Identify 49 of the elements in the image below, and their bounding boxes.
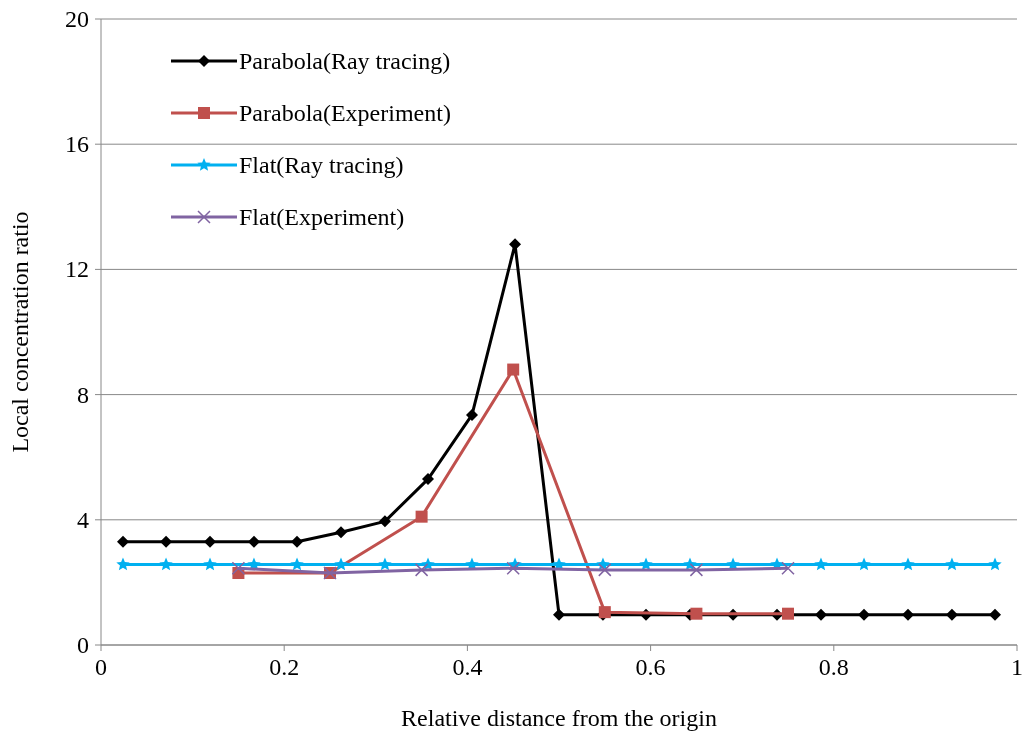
x-axis-title: Relative distance from the origin bbox=[401, 705, 717, 731]
point bbox=[116, 535, 129, 548]
point bbox=[414, 563, 429, 577]
point bbox=[690, 607, 703, 620]
point bbox=[989, 608, 1002, 621]
point bbox=[422, 473, 435, 486]
point bbox=[378, 557, 392, 571]
y-axis-title: Local concentration ratio bbox=[7, 211, 33, 453]
point bbox=[945, 557, 959, 571]
legend-label: Flat(Ray tracing) bbox=[239, 152, 404, 178]
x-tick-label: 0 bbox=[95, 654, 107, 680]
point bbox=[901, 557, 915, 571]
point bbox=[334, 526, 347, 539]
point bbox=[203, 557, 217, 571]
point bbox=[116, 557, 130, 571]
y-tick-label: 4 bbox=[77, 506, 89, 533]
y-tick-label: 16 bbox=[65, 131, 89, 158]
point bbox=[290, 557, 304, 571]
point bbox=[781, 561, 795, 576]
y-tick-label: 0 bbox=[77, 632, 89, 658]
point bbox=[465, 408, 478, 421]
legend-label: Parabola(Ray tracing) bbox=[239, 48, 451, 74]
point bbox=[378, 515, 391, 528]
point bbox=[507, 363, 520, 376]
x-tick-label: 0.4 bbox=[452, 654, 483, 680]
x-tick-label: 1 bbox=[1011, 654, 1023, 680]
point bbox=[291, 535, 304, 548]
legend-label: Parabola(Experiment) bbox=[239, 100, 451, 126]
point bbox=[159, 557, 173, 571]
legend-label: Flat(Experiment) bbox=[239, 204, 405, 230]
point bbox=[415, 510, 428, 523]
point bbox=[204, 535, 216, 548]
y-tick-label: 8 bbox=[77, 381, 89, 408]
y-tick-label: 12 bbox=[65, 256, 89, 283]
point bbox=[814, 557, 828, 571]
point bbox=[782, 607, 794, 620]
point bbox=[689, 563, 704, 577]
point bbox=[506, 561, 520, 576]
point bbox=[231, 561, 246, 576]
x-tick-label: 0.8 bbox=[818, 654, 849, 680]
point bbox=[598, 563, 612, 577]
y-tick-label: 20 bbox=[65, 6, 89, 32]
x-tick-label: 0.6 bbox=[635, 654, 666, 680]
x-tick-label: 0.2 bbox=[269, 654, 300, 680]
point bbox=[902, 608, 914, 621]
point bbox=[857, 557, 871, 571]
point bbox=[553, 608, 565, 621]
point bbox=[334, 557, 348, 571]
point bbox=[988, 557, 1002, 571]
